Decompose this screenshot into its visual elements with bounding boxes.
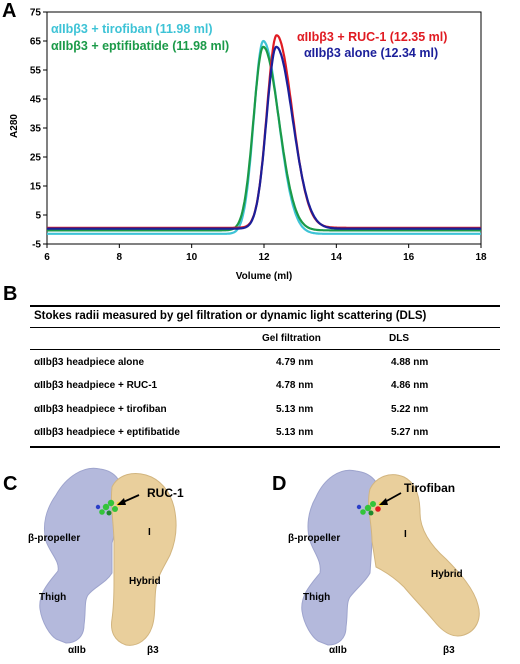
ligand-label: Tirofiban — [404, 481, 455, 495]
y-axis-label: A280 — [9, 114, 20, 138]
table-title: Stokes radii measured by gel filtration … — [34, 310, 427, 322]
x-tick-label: 10 — [186, 252, 198, 263]
y-tick-label: 75 — [30, 8, 42, 19]
ligand-atom — [370, 501, 376, 507]
header-dls: DLS — [389, 333, 409, 344]
ligand-label: RUC-1 — [147, 486, 184, 500]
y-tick-label: 65 — [30, 37, 42, 48]
table-title-rule — [30, 327, 500, 328]
structure-c-ruc1: RUC-1 β-propeller I Hybrid Thigh αIIb β3 — [28, 467, 184, 656]
row-gel-value: 5.13 nm — [276, 427, 314, 438]
aiib-surface — [301, 469, 381, 646]
row-dls-value: 4.86 nm — [391, 380, 429, 391]
x-tick-label: 16 — [403, 252, 415, 263]
ligand-arrowhead — [379, 498, 388, 505]
ligand-atom — [364, 504, 372, 512]
y-tick-label: 5 — [35, 211, 41, 222]
thigh-label: Thigh — [39, 592, 66, 603]
ligand-atom — [360, 509, 366, 515]
ligand-atom — [102, 503, 110, 511]
row-label: αIIbβ3 headpiece alone — [34, 357, 145, 368]
propeller-label: β-propeller — [28, 533, 80, 544]
b3-label: β3 — [147, 645, 159, 656]
ligand-atom — [356, 504, 362, 510]
panel-label-b: B — [3, 283, 18, 305]
row-gel-value: 4.79 nm — [276, 357, 314, 368]
i-domain-label: I — [148, 527, 151, 538]
legend-ruc1: αIIbβ3 + RUC-1 (12.35 ml) — [297, 30, 447, 44]
thigh-label: Thigh — [303, 592, 330, 603]
row-label: αIIbβ3 headpiece + tirofiban — [34, 404, 167, 415]
ligand-atom — [368, 510, 374, 516]
y-tick-label: 55 — [30, 66, 42, 77]
ligand — [356, 501, 384, 516]
panel-label-a: A — [2, 0, 17, 22]
row-gel-value: 5.13 nm — [276, 404, 314, 415]
y-tick-label: 15 — [30, 182, 42, 193]
ligand-atom — [106, 510, 112, 516]
row-dls-value: 5.22 nm — [391, 404, 429, 415]
y-axis: -5 5 15 25 35 45 55 65 75 — [30, 8, 47, 251]
legend-eptifibatide: αIIbβ3 + eptifibatide (11.98 ml) — [51, 39, 229, 53]
y-tick-label: 35 — [30, 124, 42, 135]
i-domain-label: I — [404, 529, 407, 540]
panel-label-d: D — [272, 473, 287, 495]
y-tick-label: -5 — [32, 240, 41, 251]
b3-label: β3 — [443, 645, 455, 656]
ligand-arrowhead — [117, 498, 126, 505]
ligand-atom — [107, 499, 115, 507]
legend-alone: αIIbβ3 alone (12.34 ml) — [304, 46, 438, 60]
x-axis-label: Volume (ml) — [236, 271, 292, 282]
row-dls-value: 4.88 nm — [391, 357, 429, 368]
row-dls-value: 5.27 nm — [391, 427, 429, 438]
row-label: αIIbβ3 headpiece + eptifibatide — [34, 427, 180, 438]
hybrid-label: Hybrid — [431, 569, 463, 580]
x-tick-label: 18 — [475, 252, 487, 263]
table-header-rule — [30, 349, 500, 350]
series-line-3 — [46, 45, 482, 230]
row-label: αIIbβ3 headpiece + RUC-1 — [34, 380, 158, 391]
hybrid-label: Hybrid — [129, 576, 161, 587]
series-line-1 — [46, 45, 482, 232]
ligand-atom — [95, 504, 101, 510]
ligand-atom — [375, 506, 381, 512]
x-tick-label: 6 — [44, 252, 50, 263]
x-tick-label: 8 — [117, 252, 123, 263]
structure-d-tirofiban: Tirofiban β-propeller I Hybrid Thigh αII… — [288, 469, 480, 656]
table-top-rule — [30, 305, 500, 307]
legend-tirofiban: αIIbβ3 + tirofiban (11.98 ml) — [51, 22, 213, 36]
y-tick-label: 45 — [30, 95, 42, 106]
ligand-atom — [112, 506, 118, 512]
row-gel-value: 4.78 nm — [276, 380, 314, 391]
ligand-atom — [99, 509, 105, 515]
aiib-label: αIIb — [329, 645, 347, 656]
table-bottom-rule — [30, 446, 500, 448]
series-line-0 — [46, 39, 482, 235]
x-tick-label: 12 — [258, 252, 270, 263]
b3-surface — [110, 473, 177, 646]
chromatogram-chart: -5 5 15 25 35 45 55 65 75 6 8 10 12 14 16 18 A280 Volu… — [9, 8, 487, 283]
aiib-label: αIIb — [68, 645, 86, 656]
panel-label-c: C — [3, 473, 18, 495]
x-axis: 6 8 10 12 14 16 18 — [44, 244, 487, 263]
series-line-2 — [46, 34, 482, 229]
header-gel-filtration: Gel filtration — [262, 333, 321, 344]
aiib-surface — [39, 467, 123, 644]
b3-surface — [368, 474, 480, 637]
series-lines — [46, 34, 482, 235]
propeller-label: β-propeller — [288, 533, 340, 544]
x-tick-label: 14 — [331, 252, 343, 263]
y-tick-label: 25 — [30, 153, 42, 164]
